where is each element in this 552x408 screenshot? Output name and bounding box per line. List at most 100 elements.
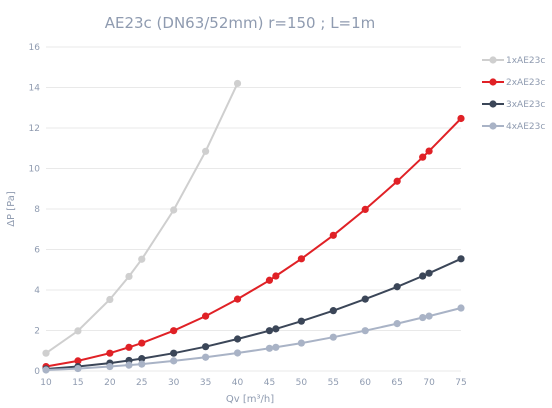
legend-label: 2xAE23c [506, 78, 545, 88]
series-1xAE23c [42, 79, 242, 357]
legend-item: 1xAE23c [482, 56, 545, 66]
legend-label: 4xAE23c [506, 122, 545, 132]
y-tick-label: 8 [34, 205, 40, 215]
x-tick-label: 25 [136, 378, 147, 388]
x-tick-label: 50 [296, 378, 308, 388]
legend: 1xAE23c 2xAE23c 3xAE23c 4xAE23c [482, 56, 545, 132]
data-point [74, 327, 82, 335]
data-point [138, 355, 146, 363]
x-tick-label: 20 [104, 378, 116, 388]
data-point [329, 307, 337, 315]
x-tick-label: 75 [455, 378, 466, 388]
data-point [125, 343, 133, 351]
legend-marker [489, 122, 497, 130]
x-tick-label: 60 [360, 378, 372, 388]
data-point [138, 360, 146, 368]
legend-marker [489, 78, 497, 86]
x-tick-label: 30 [168, 378, 180, 388]
data-point [233, 79, 242, 88]
x-tick-label: 35 [200, 378, 211, 388]
y-axis-label: ΔP [Pa] [6, 191, 17, 227]
y-tick-label: 10 [29, 165, 41, 175]
series-4xAE23c [42, 304, 465, 374]
data-point [297, 317, 305, 325]
data-point [361, 327, 369, 335]
data-point [265, 327, 274, 335]
series-line [45, 117, 462, 368]
data-point [138, 339, 146, 347]
data-point [297, 339, 305, 347]
data-point [272, 272, 280, 280]
x-axis-label: Qv [m³/h] [226, 394, 274, 405]
series-2xAE23c [42, 114, 465, 371]
y-tick-label: 12 [29, 124, 40, 134]
data-point [425, 147, 433, 155]
data-point [106, 362, 114, 371]
data-point [202, 312, 210, 320]
legend-item: 4xAE23c [482, 122, 545, 132]
data-point [265, 276, 274, 284]
data-point [42, 349, 50, 357]
legend-marker [489, 56, 497, 64]
data-point [419, 313, 427, 322]
x-tick-label: 55 [328, 378, 339, 388]
data-point [202, 147, 210, 155]
data-point [202, 353, 210, 361]
data-point [233, 335, 242, 343]
y-tick-label: 16 [29, 43, 41, 53]
data-point [106, 295, 114, 304]
data-point [233, 349, 242, 357]
series-line [45, 82, 239, 355]
data-point [125, 272, 133, 281]
data-point [361, 295, 369, 303]
x-tick-label: 10 [40, 378, 52, 388]
data-point [457, 114, 465, 123]
data-point [265, 344, 274, 352]
y-tick-label: 6 [34, 246, 40, 256]
y-tick-label: 0 [34, 367, 40, 377]
data-point [170, 206, 178, 214]
chart-title: AE23c (DN63/52mm) r=150 ; L=1m [105, 14, 376, 32]
data-point [457, 304, 465, 312]
data-point [393, 320, 401, 328]
data-point [425, 269, 433, 277]
data-point [125, 361, 133, 369]
data-point [425, 312, 433, 320]
grid [46, 46, 461, 372]
legend-label: 1xAE23c [506, 56, 545, 66]
data-point [297, 255, 305, 263]
legend-marker [489, 100, 497, 108]
data-point [272, 343, 280, 351]
data-point [329, 333, 337, 341]
x-tick-label: 65 [391, 378, 402, 388]
legend-item: 2xAE23c [482, 78, 545, 88]
legend-item: 3xAE23c [482, 100, 545, 110]
data-point [106, 349, 114, 357]
y-tick-label: 4 [34, 286, 40, 296]
data-point [170, 357, 178, 365]
x-tick-label: 40 [232, 378, 244, 388]
data-point [138, 255, 146, 263]
x-tick-label: 45 [264, 378, 275, 388]
data-point [74, 357, 82, 365]
series-group [42, 79, 465, 374]
data-point [419, 272, 427, 280]
x-axis-ticks: 10 15 20 25 30 35 40 45 50 55 60 65 70 75 [40, 378, 466, 388]
x-tick-label: 70 [423, 378, 435, 388]
data-point [457, 255, 465, 263]
data-point [272, 325, 280, 333]
x-tick-label: 15 [72, 378, 83, 388]
data-point [170, 327, 178, 335]
data-point [419, 153, 427, 161]
data-point [202, 343, 210, 351]
y-tick-label: 2 [34, 327, 40, 337]
y-axis-ticks: 0 2 4 6 8 10 12 14 16 [29, 43, 41, 377]
legend-label: 3xAE23c [506, 100, 545, 110]
data-point [233, 295, 242, 303]
data-point [393, 177, 401, 185]
data-point [42, 366, 50, 374]
data-point [170, 349, 178, 357]
y-tick-label: 14 [29, 84, 41, 94]
data-point [329, 231, 337, 239]
